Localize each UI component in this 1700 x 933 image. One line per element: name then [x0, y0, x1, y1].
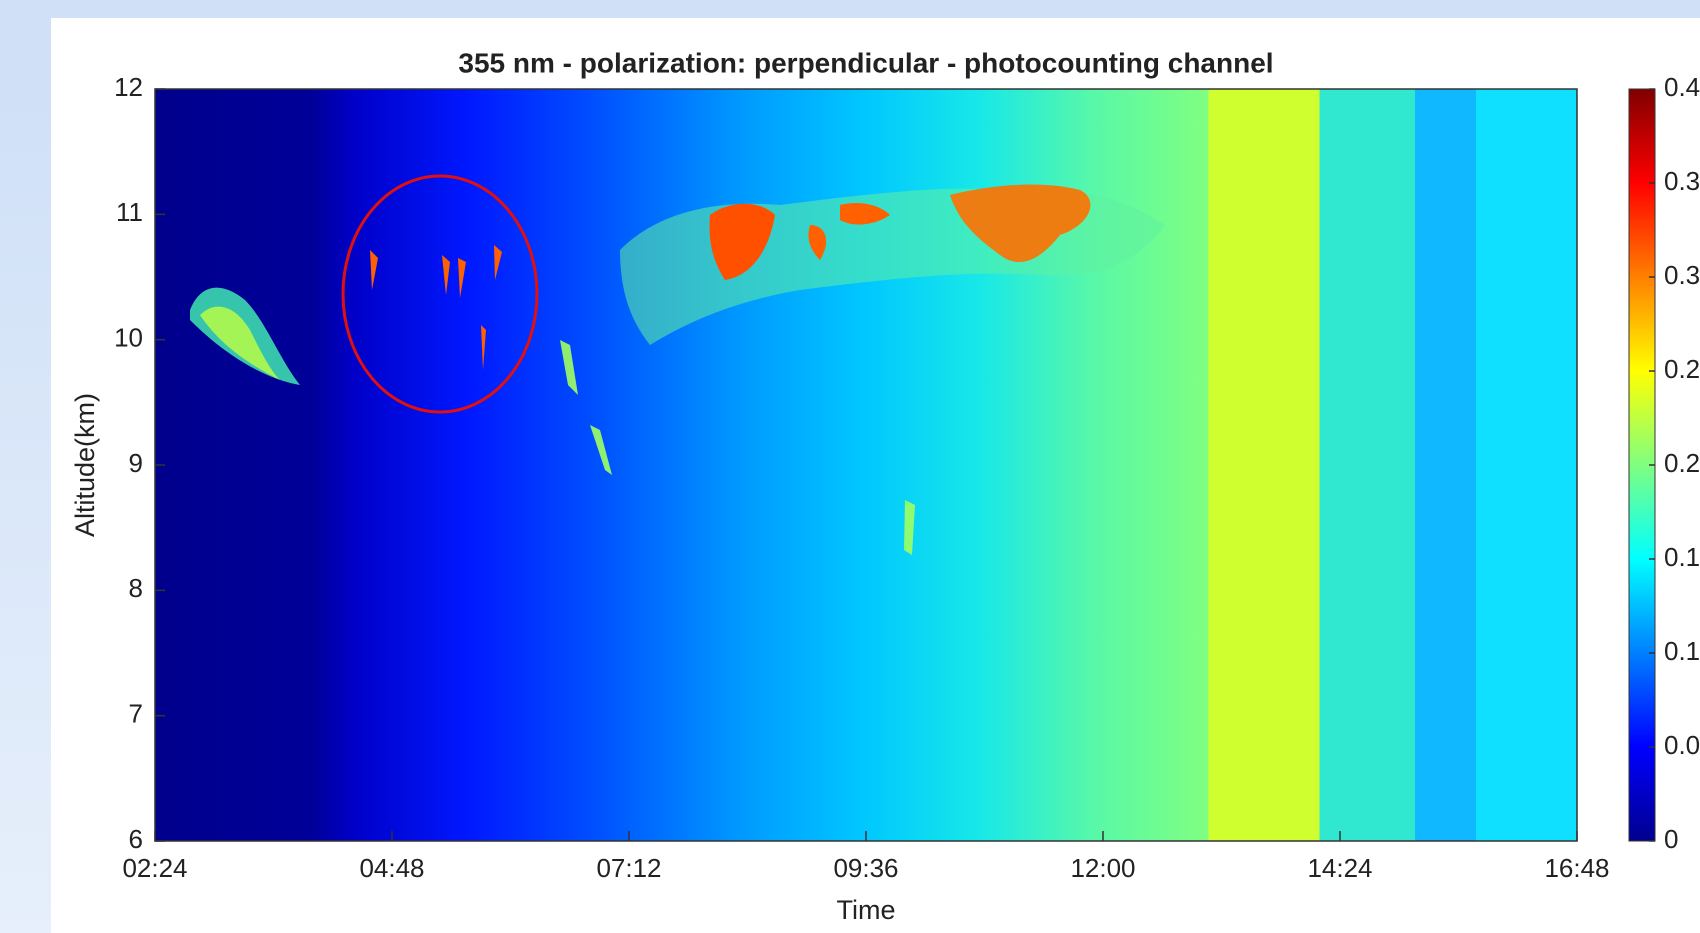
x-tick-label: 12:00 — [1070, 853, 1135, 883]
y-tick-label: 6 — [129, 824, 143, 854]
colorbar-tick-label: 0.35 — [1664, 166, 1700, 196]
colorbar-tick-label: 0.1 — [1664, 636, 1700, 666]
y-tick-label: 12 — [114, 72, 143, 102]
y-axis-label: Altitude(km) — [70, 393, 100, 537]
x-tick-label: 07:12 — [596, 853, 661, 883]
colorbar-tick-label: 0.3 — [1664, 260, 1700, 290]
x-tick-label: 14:24 — [1307, 853, 1372, 883]
x-tick-label: 02:24 — [122, 853, 187, 883]
chart-title: 355 nm - polarization: perpendicular - p… — [458, 47, 1273, 78]
cloud — [442, 245, 502, 370]
y-tick-label: 8 — [129, 573, 143, 603]
cloud — [808, 203, 890, 260]
cloud — [370, 250, 378, 290]
plot-area — [154, 88, 1578, 842]
colorbar-tick-label: 0 — [1664, 824, 1678, 854]
colorbar-tick-label: 0.25 — [1664, 354, 1700, 384]
colorbar-tick-label: 0.4 — [1664, 72, 1700, 102]
x-tick-label: 04:48 — [359, 853, 424, 883]
cloud — [709, 203, 775, 280]
colorbar-tick-label: 0.15 — [1664, 542, 1700, 572]
side-strip — [0, 60, 51, 933]
cloud — [950, 184, 1091, 263]
x-tick-label: 09:36 — [833, 853, 898, 883]
colorbar-tick-label: 0.2 — [1664, 448, 1700, 478]
annotation-circle — [341, 174, 539, 414]
y-tick-label: 9 — [129, 448, 143, 478]
cloud — [200, 306, 280, 380]
colorbar-tick-label: 0.05 — [1664, 730, 1700, 760]
y-tick-label: 10 — [114, 323, 143, 353]
x-axis-label: Time — [837, 895, 896, 925]
cloud-features — [190, 184, 1165, 555]
y-tick-label: 11 — [116, 197, 143, 227]
x-tick-label: 16:48 — [1544, 853, 1609, 883]
y-tick-label: 7 — [129, 699, 143, 729]
